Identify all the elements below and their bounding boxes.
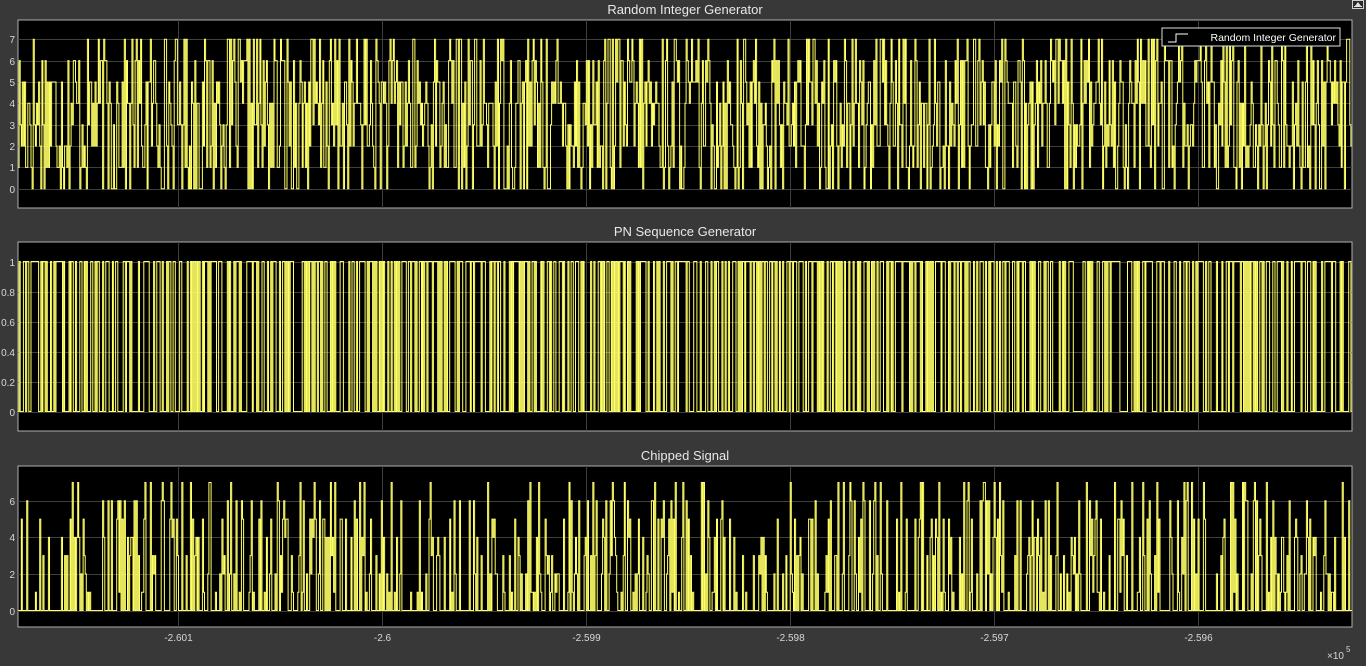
y-tick-label: 6 — [9, 497, 15, 508]
signal-line — [18, 38, 1352, 190]
x-tick-label: -2.596 — [1184, 633, 1213, 644]
y-tick-label: 5 — [9, 78, 15, 89]
y-tick-label: 7 — [9, 35, 15, 46]
undock-icon — [1355, 2, 1361, 6]
axes-title: Chipped Signal — [641, 448, 729, 463]
y-tick-label: 0 — [9, 408, 15, 419]
y-tick-label: 0 — [9, 607, 15, 618]
x-exponent-label: ×105 — [1327, 645, 1351, 662]
signal-line — [18, 482, 1352, 611]
y-tick-label: 0.6 — [1, 318, 15, 329]
legend-entry: Random Integer Generator — [1211, 32, 1337, 44]
axes-title: Random Integer Generator — [607, 2, 763, 17]
undock-button[interactable] — [1352, 0, 1364, 9]
signal-line — [18, 261, 1352, 412]
y-tick-label: 4 — [9, 533, 15, 544]
y-tick-label: 0.8 — [1, 288, 15, 299]
y-tick-label: 0 — [9, 185, 15, 196]
axes-3[interactable]: 0 2 4 6 Chipped Signal -2.601 -2.6 -2.599 -2.598… — [9, 448, 1353, 644]
x-exponent-power: 5 — [1346, 645, 1351, 654]
x-tick-label: -2.6 — [374, 633, 392, 644]
y-tick-label: 3 — [9, 121, 15, 132]
x-tick-label: -2.598 — [776, 633, 805, 644]
y-tick-label: 4 — [9, 99, 15, 110]
y-tick-label: 0.4 — [1, 348, 15, 359]
axes-1[interactable]: 0 1 2 3 4 5 6 7 Random Integer Generator Random I… — [9, 2, 1353, 209]
y-tick-label: 0.2 — [1, 378, 15, 389]
y-tick-label: 1 — [9, 258, 15, 269]
y-tick-label: 1 — [9, 163, 15, 174]
axes-title: PN Sequence Generator — [614, 224, 757, 239]
y-tick-label: 6 — [9, 57, 15, 68]
axes-2[interactable]: 0 0.2 0.4 0.6 0.8 1 PN Sequence Generator — [1, 224, 1353, 432]
legend-line-sample — [1168, 33, 1188, 43]
y-tick-label: 2 — [9, 142, 15, 153]
x-tick-label: -2.599 — [572, 633, 601, 644]
x-tick-label: -2.597 — [980, 633, 1009, 644]
x-exponent-base: ×10 — [1327, 651, 1344, 662]
legend-box — [1161, 27, 1341, 47]
legend[interactable]: Random Integer Generator — [1161, 27, 1341, 47]
x-tick-label: -2.601 — [164, 633, 193, 644]
y-tick-label: 2 — [9, 570, 15, 581]
axes-background — [17, 465, 1353, 628]
